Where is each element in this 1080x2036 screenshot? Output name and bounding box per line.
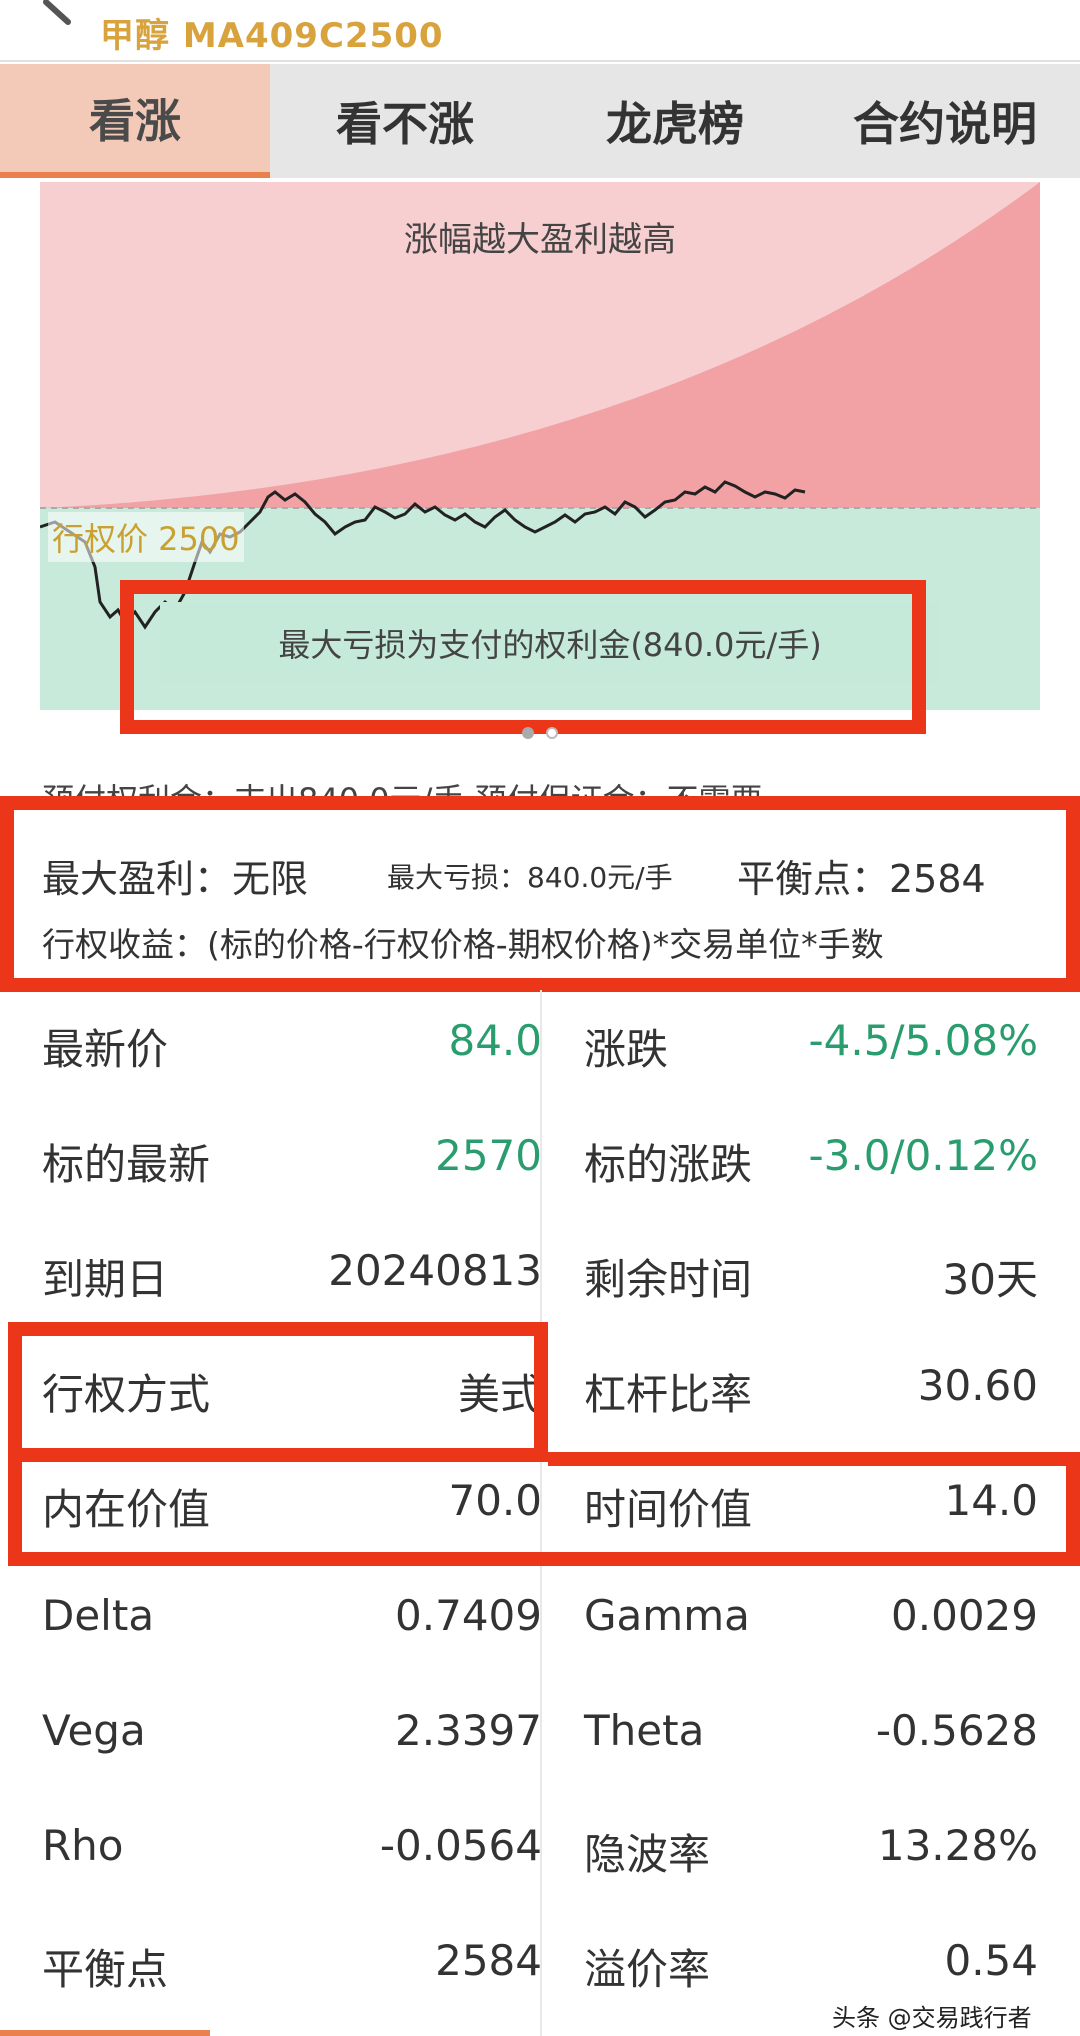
max-profit: 最大盈利：无限 <box>42 857 309 901</box>
metric-label: Theta <box>584 1706 705 1755</box>
profit-curve-area <box>40 182 1040 508</box>
metric-value: -3.0/0.12% <box>808 1131 1038 1180</box>
metric-value: -4.5/5.08% <box>808 1016 1038 1065</box>
highlight-box-intrinsic-time <box>8 1462 1080 1566</box>
metric-value: 2570 <box>435 1131 542 1180</box>
metric-gamma: Gamma 0.0029 <box>584 1565 1038 1680</box>
metric-label: 涨跌 <box>584 1025 669 1074</box>
grid-divider <box>540 990 542 2036</box>
watermark: 头条 @交易践行者 <box>832 2004 1032 2032</box>
metric-label: Vega <box>42 1706 146 1755</box>
max-loss: 最大亏损：840.0元/手 <box>387 861 673 894</box>
tab-not-up[interactable]: 看不涨 <box>336 97 474 151</box>
metric-delta: Delta 0.7409 <box>42 1565 542 1680</box>
pager-dot[interactable] <box>545 727 558 739</box>
metric-label: 时间价值 <box>584 1485 753 1534</box>
metric-value: 0.7409 <box>395 1591 542 1640</box>
back-arrow-icon[interactable] <box>28 0 78 40</box>
bottom-tab-indicator <box>0 2030 210 2036</box>
highlight-box-exercise-style <box>8 1322 548 1462</box>
metric-value: 30.60 <box>917 1361 1038 1410</box>
payoff-chart: 涨幅越大盈利越高 行权价 2500 最大亏损为支付的权利金(840.0元/手) <box>40 182 1040 710</box>
metric-label: 杠杆比率 <box>584 1370 753 1419</box>
breakeven: 平衡点：2584 <box>737 857 986 901</box>
exercise-formula: 行权收益：(标的价格-行权价格-期权价格)*交易单位*手数 <box>42 925 884 964</box>
pager-dot-active[interactable] <box>522 727 535 739</box>
metric-value: 美式 <box>457 1370 542 1419</box>
metric-value: 20240813 <box>328 1246 542 1295</box>
top-bar: 甲醇 MA409C2500 <box>0 0 1080 62</box>
metric-label: 标的涨跌 <box>584 1140 753 1189</box>
tab-leaderboard[interactable]: 龙虎榜 <box>606 97 744 151</box>
metric-breakeven: 平衡点 2584 <box>42 1910 542 2025</box>
metric-label: 剩余时间 <box>584 1255 753 1304</box>
metric-leverage: 杠杆比率 30.60 <box>584 1335 1038 1450</box>
tab-contract-info[interactable]: 合约说明 <box>853 97 1037 151</box>
metric-intrinsic-value: 内在价值 70.0 <box>42 1450 542 1565</box>
metric-value: 0.54 <box>944 1936 1038 1985</box>
highlight-box-summary <box>0 796 1080 992</box>
metric-label: 标的最新 <box>42 1140 211 1189</box>
max-loss-note: 最大亏损为支付的权利金(840.0元/手) <box>160 602 940 684</box>
metric-theta: Theta -0.5628 <box>584 1680 1038 1795</box>
metric-vega: Vega 2.3397 <box>42 1680 542 1795</box>
chart-headline: 涨幅越大盈利越高 <box>404 220 676 260</box>
metric-value: -0.5628 <box>875 1706 1038 1755</box>
premium-info-cut: 预付权利金：支出840.0元/手 预付保证金：不需要 <box>42 781 763 800</box>
metric-label: Rho <box>42 1821 124 1870</box>
metric-label: 到期日 <box>42 1255 169 1304</box>
highlight-box-chart-loss <box>120 580 926 734</box>
strategy-summary: 最大盈利：无限 最大亏损：840.0元/手 平衡点：2584 行权收益：(标的价… <box>0 800 1080 990</box>
metric-value: 0.0029 <box>891 1591 1038 1640</box>
metric-value: 84.0 <box>448 1016 542 1065</box>
metric-label: 平衡点 <box>42 1945 169 1994</box>
metric-value: -0.0564 <box>379 1821 542 1870</box>
metric-label: 行权方式 <box>42 1370 211 1419</box>
metric-value: 70.0 <box>448 1476 542 1525</box>
highlight-box-divider <box>548 1452 1080 1466</box>
metric-time-value: 时间价值 14.0 <box>584 1450 1038 1565</box>
strike-price-label: 行权价 2500 <box>48 512 244 562</box>
metric-label: Delta <box>42 1591 155 1640</box>
metric-label: 隐波率 <box>584 1830 711 1879</box>
metric-value: 14.0 <box>944 1476 1038 1525</box>
tab-bar: 看涨 看不涨 龙虎榜 合约说明 <box>0 64 1080 178</box>
metric-underlying-last: 标的最新 2570 <box>42 1105 542 1220</box>
metric-last-price: 最新价 84.0 <box>42 990 542 1105</box>
page-title: 甲醇 MA409C2500 <box>100 16 444 56</box>
metric-value: 2584 <box>435 1936 542 1985</box>
metric-value: 30天 <box>942 1255 1038 1304</box>
metric-label: Gamma <box>584 1591 750 1640</box>
metric-value: 13.28% <box>877 1821 1038 1870</box>
metric-change: 涨跌 -4.5/5.08% <box>584 990 1038 1105</box>
metric-label: 溢价率 <box>584 1945 711 1994</box>
tab-call[interactable]: 看涨 <box>0 64 270 178</box>
metric-label: 内在价值 <box>42 1485 211 1534</box>
metric-expiry: 到期日 20240813 <box>42 1220 542 1335</box>
metric-premium-rate: 溢价率 0.54 <box>584 1910 1038 2025</box>
metric-exercise-style: 行权方式 美式 <box>42 1335 542 1450</box>
metric-underlying-change: 标的涨跌 -3.0/0.12% <box>584 1105 1038 1220</box>
metric-value: 2.3397 <box>395 1706 542 1755</box>
metric-time-remaining: 剩余时间 30天 <box>584 1220 1038 1335</box>
chart-pager[interactable] <box>0 724 1080 743</box>
metric-rho: Rho -0.0564 <box>42 1795 542 1910</box>
metric-label: 最新价 <box>42 1025 169 1074</box>
metric-implied-vol: 隐波率 13.28% <box>584 1795 1038 1910</box>
